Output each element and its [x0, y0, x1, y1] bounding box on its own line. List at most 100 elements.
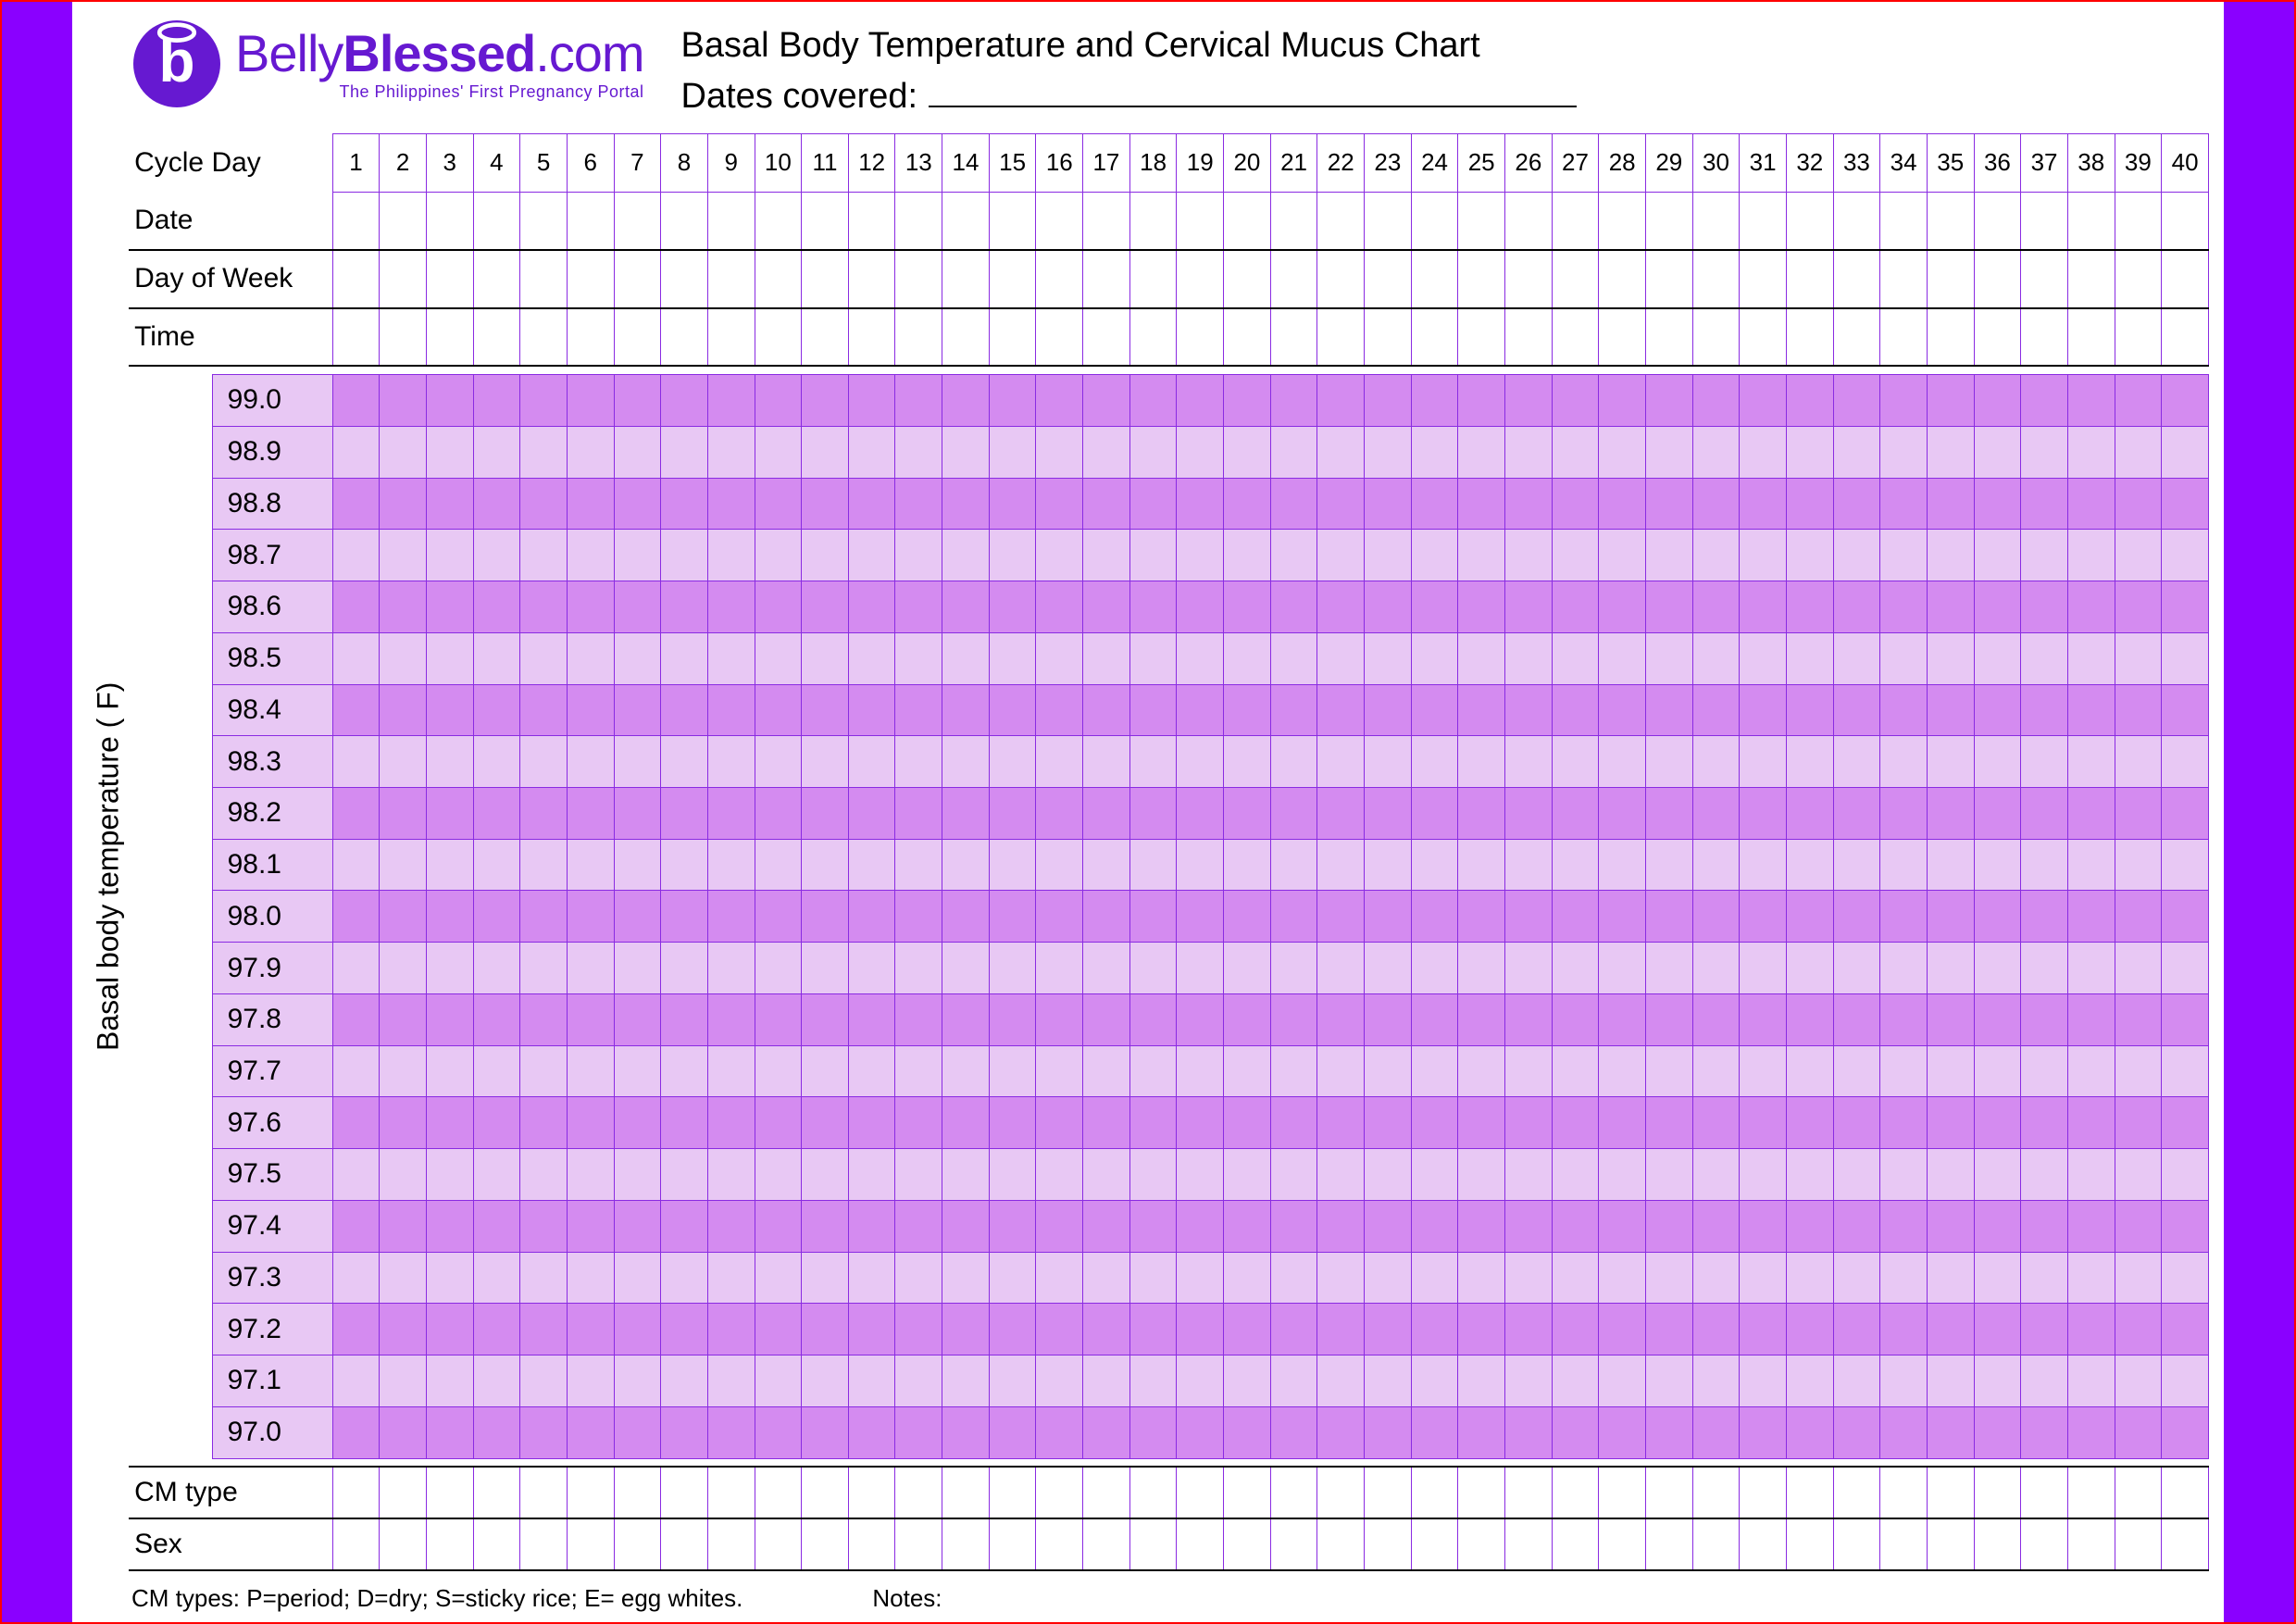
- temperature-cell[interactable]: [802, 478, 849, 530]
- temperature-cell[interactable]: [1645, 530, 1692, 581]
- temperature-cell[interactable]: [1317, 684, 1365, 736]
- temperature-cell[interactable]: [1927, 891, 1974, 943]
- temperature-cell[interactable]: [567, 530, 614, 581]
- temperature-cell[interactable]: [380, 787, 427, 839]
- temperature-cell[interactable]: [567, 581, 614, 633]
- temperature-cell[interactable]: [1129, 375, 1177, 427]
- temperature-cell[interactable]: [1786, 839, 1833, 891]
- grid-cell[interactable]: [1833, 192, 1880, 250]
- temperature-cell[interactable]: [520, 839, 568, 891]
- temperature-cell[interactable]: [1880, 1304, 1928, 1355]
- temperature-cell[interactable]: [1365, 426, 1412, 478]
- temperature-cell[interactable]: [614, 530, 661, 581]
- temperature-cell[interactable]: [848, 736, 895, 788]
- grid-cell[interactable]: [1365, 1467, 1412, 1518]
- temperature-cell[interactable]: [1505, 581, 1553, 633]
- grid-cell[interactable]: [614, 192, 661, 250]
- grid-cell[interactable]: [1692, 250, 1740, 308]
- grid-cell[interactable]: [1645, 192, 1692, 250]
- temperature-cell[interactable]: [2162, 1406, 2209, 1458]
- grid-cell[interactable]: [1458, 250, 1505, 308]
- temperature-cell[interactable]: [755, 839, 802, 891]
- temperature-cell[interactable]: [1505, 684, 1553, 736]
- grid-cell[interactable]: [473, 250, 520, 308]
- temperature-cell[interactable]: [1505, 943, 1553, 994]
- temperature-cell[interactable]: [1224, 1097, 1271, 1149]
- temperature-cell[interactable]: [1599, 1355, 1646, 1407]
- temperature-cell[interactable]: [2067, 839, 2115, 891]
- temperature-cell[interactable]: [1411, 684, 1458, 736]
- grid-cell[interactable]: [1645, 250, 1692, 308]
- temperature-cell[interactable]: [1599, 1149, 1646, 1201]
- temperature-cell[interactable]: [1411, 375, 1458, 427]
- grid-cell[interactable]: [1270, 1467, 1317, 1518]
- temperature-cell[interactable]: [1036, 632, 1083, 684]
- temperature-cell[interactable]: [661, 943, 708, 994]
- temperature-cell[interactable]: [1365, 632, 1412, 684]
- dates-input-line[interactable]: [929, 78, 1577, 107]
- temperature-cell[interactable]: [707, 943, 755, 994]
- grid-cell[interactable]: [1599, 308, 1646, 367]
- temperature-cell[interactable]: [707, 787, 755, 839]
- temperature-cell[interactable]: [1083, 736, 1130, 788]
- temperature-cell[interactable]: [989, 891, 1036, 943]
- grid-cell[interactable]: [707, 308, 755, 367]
- temperature-cell[interactable]: [1740, 787, 1787, 839]
- grid-cell[interactable]: [2021, 308, 2068, 367]
- temperature-cell[interactable]: [707, 1200, 755, 1252]
- temperature-cell[interactable]: [380, 375, 427, 427]
- temperature-cell[interactable]: [567, 1200, 614, 1252]
- temperature-cell[interactable]: [2115, 1149, 2162, 1201]
- temperature-cell[interactable]: [567, 1355, 614, 1407]
- temperature-cell[interactable]: [1129, 1045, 1177, 1097]
- grid-cell[interactable]: [1083, 192, 1130, 250]
- temperature-cell[interactable]: [989, 632, 1036, 684]
- grid-cell[interactable]: [989, 250, 1036, 308]
- temperature-cell[interactable]: [2115, 632, 2162, 684]
- temperature-cell[interactable]: [1083, 1252, 1130, 1304]
- temperature-cell[interactable]: [1177, 1045, 1224, 1097]
- grid-cell[interactable]: [1224, 250, 1271, 308]
- grid-cell[interactable]: [1317, 1518, 1365, 1570]
- temperature-cell[interactable]: [614, 993, 661, 1045]
- temperature-cell[interactable]: [707, 1252, 755, 1304]
- temperature-cell[interactable]: [1317, 632, 1365, 684]
- temperature-cell[interactable]: [895, 530, 942, 581]
- temperature-cell[interactable]: [1365, 1355, 1412, 1407]
- temperature-cell[interactable]: [848, 426, 895, 478]
- temperature-cell[interactable]: [1599, 736, 1646, 788]
- grid-cell[interactable]: [1880, 192, 1928, 250]
- temperature-cell[interactable]: [848, 1045, 895, 1097]
- temperature-cell[interactable]: [1786, 943, 1833, 994]
- grid-cell[interactable]: [426, 1467, 473, 1518]
- temperature-cell[interactable]: [380, 530, 427, 581]
- temperature-cell[interactable]: [1411, 1097, 1458, 1149]
- temperature-cell[interactable]: [1645, 426, 1692, 478]
- temperature-cell[interactable]: [1974, 839, 2021, 891]
- temperature-cell[interactable]: [1083, 1097, 1130, 1149]
- grid-cell[interactable]: [1505, 1467, 1553, 1518]
- temperature-cell[interactable]: [942, 1097, 990, 1149]
- temperature-cell[interactable]: [1177, 684, 1224, 736]
- temperature-cell[interactable]: [1599, 787, 1646, 839]
- temperature-cell[interactable]: [1740, 426, 1787, 478]
- temperature-cell[interactable]: [332, 530, 380, 581]
- temperature-cell[interactable]: [1692, 1406, 1740, 1458]
- temperature-cell[interactable]: [1411, 426, 1458, 478]
- temperature-cell[interactable]: [989, 375, 1036, 427]
- temperature-cell[interactable]: [1129, 993, 1177, 1045]
- temperature-cell[interactable]: [755, 1200, 802, 1252]
- temperature-cell[interactable]: [614, 684, 661, 736]
- grid-cell[interactable]: [802, 192, 849, 250]
- temperature-cell[interactable]: [2115, 839, 2162, 891]
- temperature-cell[interactable]: [1786, 530, 1833, 581]
- temperature-cell[interactable]: [1036, 684, 1083, 736]
- temperature-cell[interactable]: [895, 375, 942, 427]
- temperature-cell[interactable]: [1833, 839, 1880, 891]
- temperature-cell[interactable]: [1552, 1355, 1599, 1407]
- temperature-cell[interactable]: [2115, 943, 2162, 994]
- grid-cell[interactable]: [802, 250, 849, 308]
- grid-cell[interactable]: [1365, 308, 1412, 367]
- temperature-cell[interactable]: [707, 632, 755, 684]
- temperature-cell[interactable]: [661, 1304, 708, 1355]
